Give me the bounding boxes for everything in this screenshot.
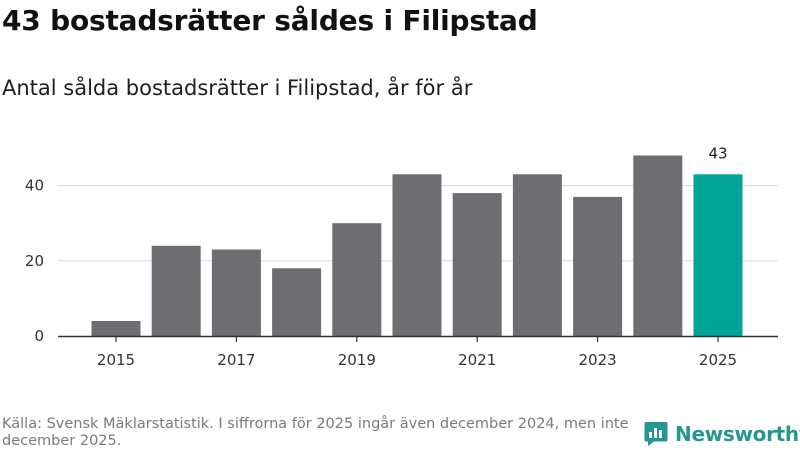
value-label-2025: 43 [708, 144, 727, 162]
bar-2021[interactable] [452, 193, 502, 336]
x-tick-label: 2015 [97, 351, 135, 369]
y-tick-label: 40 [25, 177, 44, 195]
bar-2025[interactable] [693, 174, 743, 336]
x-tick-label: 2025 [699, 351, 737, 369]
newsworthy-logo[interactable]: Newsworthy [644, 420, 800, 448]
x-tick-label: 2023 [579, 351, 617, 369]
x-tick-label: 2019 [338, 351, 376, 369]
chart-title: 43 bostadsrätter såldes i Filipstad [2, 4, 538, 37]
bar-2016[interactable] [151, 245, 201, 336]
x-tick-label: 2021 [458, 351, 496, 369]
bar-2022[interactable] [512, 174, 562, 336]
chart-subtitle: Antal sålda bostadsrätter i Filipstad, å… [2, 76, 473, 100]
x-tick-label: 2017 [217, 351, 255, 369]
bar-2024[interactable] [633, 155, 683, 337]
bar-2017[interactable] [211, 249, 261, 337]
newsworthy-logo-icon [644, 422, 668, 446]
logo-text: Newsworthy [675, 422, 800, 446]
bar-2015[interactable] [91, 321, 141, 336]
bar-2023[interactable] [573, 196, 623, 336]
bar-2019[interactable] [332, 223, 382, 336]
y-tick-label: 0 [34, 327, 44, 345]
bar-2018[interactable] [272, 268, 322, 336]
bar-2020[interactable] [392, 174, 442, 336]
source-note: Källa: Svensk Mäklarstatistik. I siffror… [2, 416, 629, 449]
y-tick-label: 20 [25, 252, 44, 270]
